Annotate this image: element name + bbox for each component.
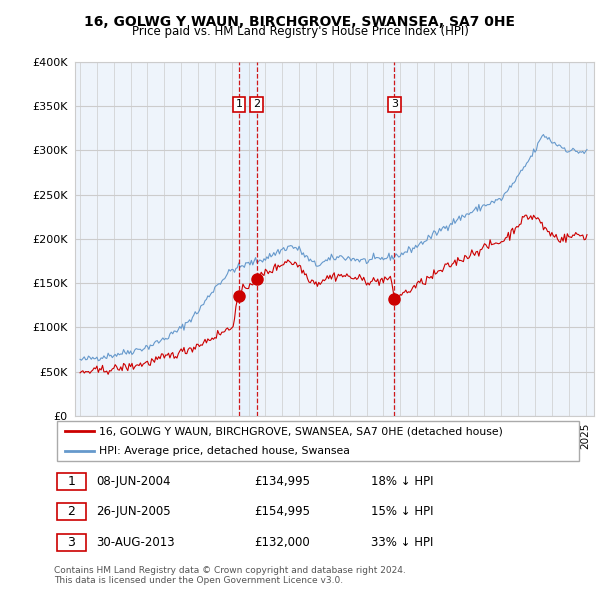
Text: 2: 2 bbox=[67, 505, 75, 519]
Bar bbox=[394, 62, 396, 416]
FancyBboxPatch shape bbox=[56, 534, 86, 550]
Text: 18% ↓ HPI: 18% ↓ HPI bbox=[371, 475, 433, 488]
Text: HPI: Average price, detached house, Swansea: HPI: Average price, detached house, Swan… bbox=[99, 446, 350, 455]
Text: 15% ↓ HPI: 15% ↓ HPI bbox=[371, 505, 433, 519]
Text: 2: 2 bbox=[253, 100, 260, 109]
Text: 26-JUN-2005: 26-JUN-2005 bbox=[96, 505, 171, 519]
Text: 08-JUN-2004: 08-JUN-2004 bbox=[96, 475, 171, 488]
Text: This data is licensed under the Open Government Licence v3.0.: This data is licensed under the Open Gov… bbox=[54, 576, 343, 585]
Text: Price paid vs. HM Land Registry's House Price Index (HPI): Price paid vs. HM Land Registry's House … bbox=[131, 25, 469, 38]
Text: 1: 1 bbox=[67, 475, 75, 488]
Text: £132,000: £132,000 bbox=[254, 536, 310, 549]
Text: £154,995: £154,995 bbox=[254, 505, 311, 519]
Text: 33% ↓ HPI: 33% ↓ HPI bbox=[371, 536, 433, 549]
FancyBboxPatch shape bbox=[56, 473, 86, 490]
FancyBboxPatch shape bbox=[56, 421, 580, 461]
Bar bbox=[239, 62, 257, 416]
Text: 16, GOLWG Y WAUN, BIRCHGROVE, SWANSEA, SA7 0HE: 16, GOLWG Y WAUN, BIRCHGROVE, SWANSEA, S… bbox=[85, 15, 515, 29]
Text: 30-AUG-2013: 30-AUG-2013 bbox=[96, 536, 175, 549]
Text: 16, GOLWG Y WAUN, BIRCHGROVE, SWANSEA, SA7 0HE (detached house): 16, GOLWG Y WAUN, BIRCHGROVE, SWANSEA, S… bbox=[99, 427, 503, 436]
FancyBboxPatch shape bbox=[56, 503, 86, 520]
Text: £134,995: £134,995 bbox=[254, 475, 311, 488]
Text: Contains HM Land Registry data © Crown copyright and database right 2024.: Contains HM Land Registry data © Crown c… bbox=[54, 566, 406, 575]
Text: 3: 3 bbox=[391, 100, 398, 109]
Text: 3: 3 bbox=[67, 536, 75, 549]
Text: 1: 1 bbox=[236, 100, 242, 109]
